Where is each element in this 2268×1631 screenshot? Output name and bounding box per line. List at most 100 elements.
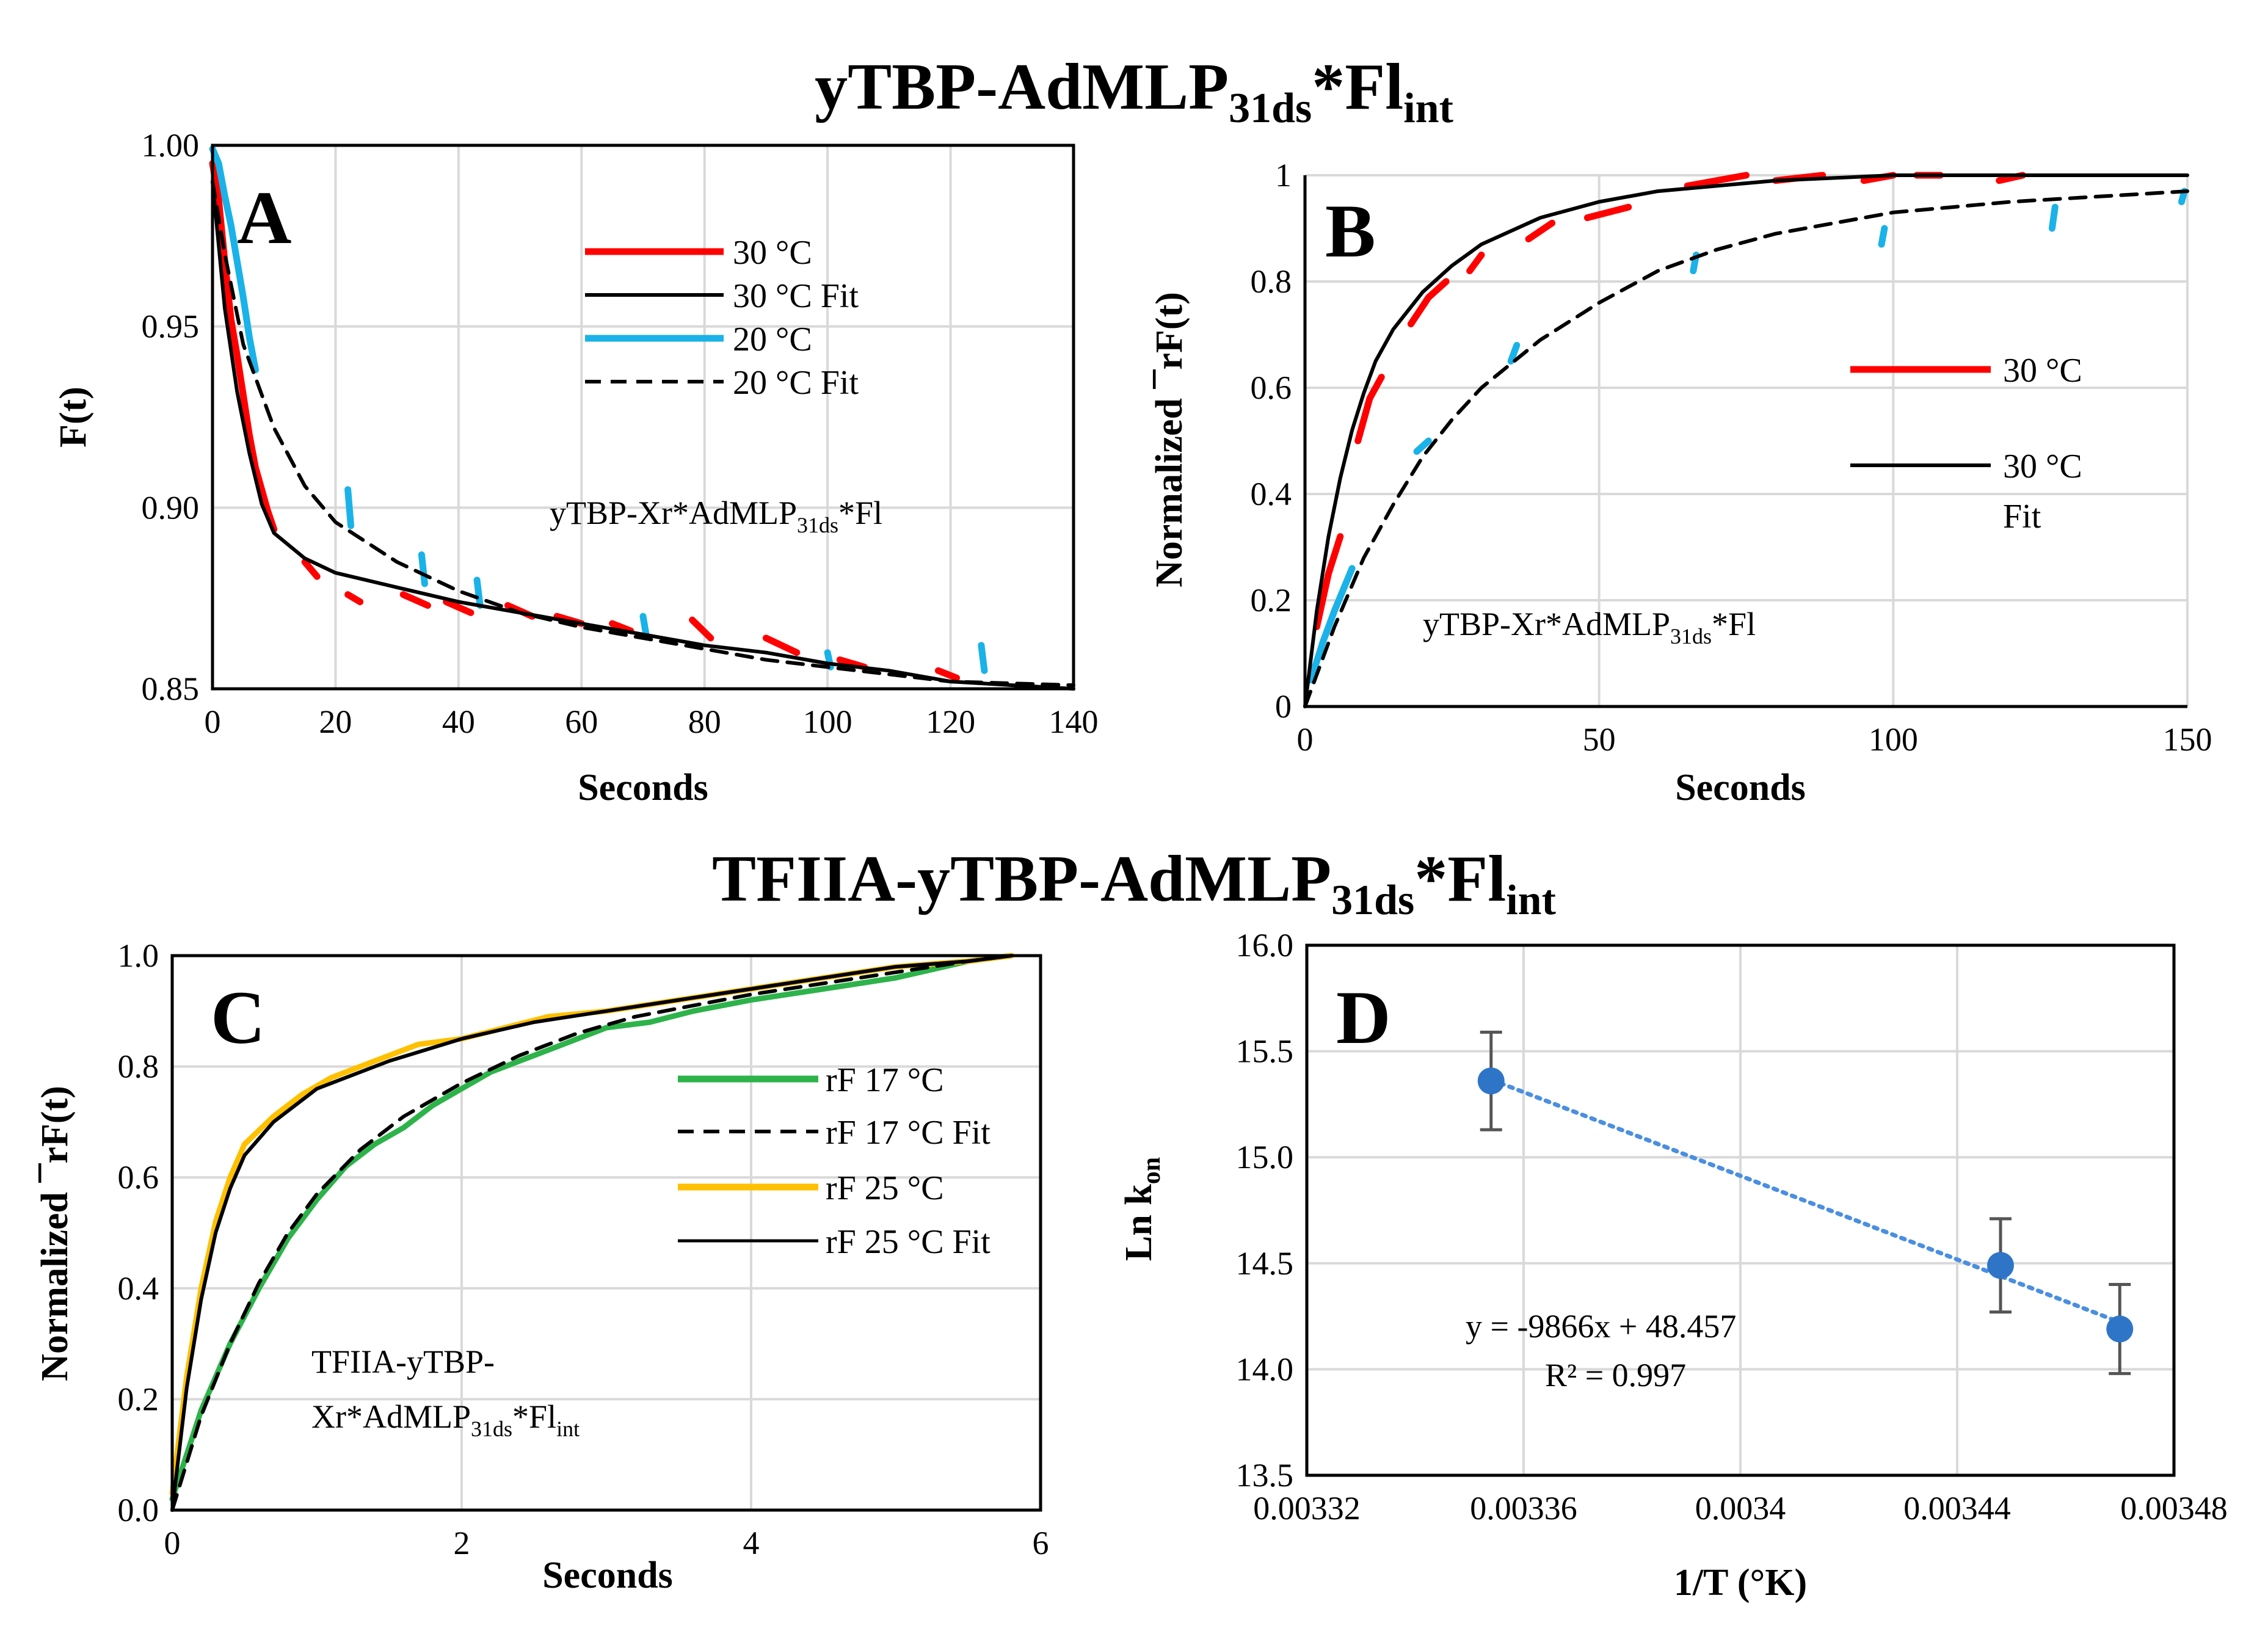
panel-d-x-tick-label: 0.0034 [1695,1490,1786,1527]
panel-d-trendline [1489,1077,2122,1324]
panel-c-y-tick-label: 0.0 [118,1492,159,1528]
top-figure-title: yTBP-AdMLP31ds*Flint [815,51,1453,132]
panel-a-x-tick-label: 60 [565,703,598,740]
panel-a-series-blue-segment [978,642,988,674]
bottom-title-sub: 31ds [1331,877,1414,924]
panel-b-chart: 0 50 100 150 0 0.2 0.4 0.6 0.8 1 B Seconds Normal… [1149,157,2212,808]
panel-b-y-tick-label: 0.2 [1251,582,1292,619]
panel-a-plot-frame [211,143,1075,691]
panel-c-annotation-line2: Xr*AdMLP31ds*Flint [311,1398,580,1441]
panel-a-annotation-post: *Fl [838,495,882,531]
panel-a-series-black-solid-line [211,180,1075,691]
panel-d-y-tick-label: 14.5 [1236,1245,1294,1282]
panel-d-x-tick-label: 0.00332 [1253,1490,1361,1527]
panel-b-y-axis-title: Normalized ¯rF(t) [1149,292,1190,587]
panel-a-series-red-segment [689,616,714,642]
panel-a-series-blue-segment [418,551,428,587]
panel-a-annotation: yTBP-Xr*AdMLP31ds*Fl [550,495,882,537]
panel-c-x-tick-label: 2 [454,1525,470,1561]
panel-d-equation: y = -9866x + 48.457 [1466,1308,1736,1345]
panel-a-y-axis-title: F(t) [53,387,94,448]
panel-d-y-axis-title-sub: on [1138,1157,1166,1184]
panel-d-y-tick-label: 13.5 [1236,1457,1294,1494]
panel-b-series-red-segment [1313,533,1344,630]
panel-b-series-blue-segment [1413,437,1432,455]
panel-b-x-tick-label: 0 [1297,721,1314,758]
panel-a-series-red-segment [301,558,321,580]
panel-d-letter: D [1336,976,1391,1059]
panel-a-legend-label-20-fit: 20 °C Fit [733,364,859,402]
panel-d-x-tick-label: 0.00336 [1470,1490,1577,1527]
panel-d-chart: 0.00332 0.00336 0.0034 0.00344 0.00348 13.5 14… [1118,927,2228,1604]
panel-a-letter: A [237,176,292,260]
panel-a-x-axis-title: Seconds [578,767,708,808]
panel-b-annotation: yTBP-Xr*AdMLP31ds*Fl [1423,606,1756,648]
panel-a-series-black-dashed-line [211,180,1075,688]
panel-c-annotation-line2-sub: 31ds [471,1417,512,1441]
panel-c-series-black-dashed-line [170,954,1014,1512]
panel-b-annotation-pre: yTBP-Xr*AdMLP [1423,606,1670,642]
panel-b-y-tick-label: 0.4 [1251,476,1292,512]
panel-a-series-blue-segment [639,612,650,638]
panel-b-series-red-segment [1466,252,1485,275]
panel-b-series-blue-segment [1878,225,1888,248]
panel-b-y-tick-label: 0.8 [1251,263,1292,300]
top-title-tail-sub: int [1403,85,1453,132]
panel-b-x-tick-label: 50 [1583,721,1616,758]
panel-b-annotation-sub: 31ds [1670,624,1712,648]
panel-a-legend-label-20: 20 °C [733,321,812,358]
panel-c-y-tick-label: 0.2 [118,1381,159,1417]
panel-d-data-point [1477,1067,1505,1095]
bottom-title-tail-sub: int [1506,877,1556,924]
panel-c-y-axis-title: Normalized ¯rF(t) [34,1086,76,1381]
panel-c-annotation-line2-pre: Xr*AdMLP [311,1398,471,1435]
panel-a-series-red-segment [399,591,431,609]
panel-c-series-green-line [169,953,1015,1502]
panel-c-plot-frame [170,954,1042,1512]
panel-b-letter: B [1325,189,1376,273]
panel-b-y-tick-label: 0 [1275,688,1292,725]
panel-b-series-red-segment [1684,172,1750,189]
top-title-tail: *Fl [1312,51,1403,123]
panel-a-legend-label-30: 30 °C [733,234,812,272]
panel-b-legend-label-fit: Fit [2003,498,2041,536]
panel-c-annotation-line2-post: *Fl [512,1398,556,1435]
panel-a-series-red-segment [609,620,634,634]
panel-b-y-tick-label: 1 [1275,157,1292,194]
panel-c-chart: 0 2 4 6 0.0 0.2 0.4 0.6 0.8 1.0 C Seconds Normali… [34,937,1049,1596]
panel-c-y-tick-label: 0.4 [118,1270,159,1307]
panel-a-series-red-segment [344,591,364,606]
panel-a-x-tick-label: 0 [205,703,221,740]
panel-b-series-blue-segment [2048,203,2059,232]
panel-d-y-axis-title: Ln kon [1118,1157,1166,1261]
panel-a-x-tick-label: 120 [926,703,975,740]
panel-d-plot-frame [1305,943,2176,1477]
panel-d-y-tick-label: 15.0 [1236,1139,1294,1175]
panel-d-y-tick-label: 14.0 [1236,1351,1294,1387]
bottom-title-tail: *Fl [1414,843,1506,915]
panel-c-letter: C [211,976,266,1059]
panel-c-legend-label-17: rF 17 °C [826,1061,944,1099]
bottom-title-main: TFIIA-yTBP-AdMLP [712,843,1331,915]
panel-d-r-squared: R² = 0.997 [1545,1357,1686,1393]
panel-c-x-tick-label: 0 [164,1525,181,1561]
panel-a-series-blue-segment [473,576,484,609]
panel-c-x-tick-label: 6 [1033,1525,1049,1561]
panel-c-legend: rF 17 °C rF 17 °C Fit rF 25 °C rF 25 °C … [678,1061,990,1261]
panel-a-x-tick-label: 40 [442,703,475,740]
panel-b-series-black-solid-line [1303,173,2189,708]
panel-d-y-tick-label: 15.5 [1236,1033,1294,1070]
panel-d-y-tick-label: 16.0 [1236,927,1294,964]
panel-a-series-blue-line [209,145,259,374]
panel-b-legend-label-30-fit: 30 °C [2003,448,2082,485]
panel-c-legend-label-25: rF 25 °C [826,1169,944,1207]
panel-b-series-black-dashed-line [1303,189,2189,708]
panel-a-series-red-segment [443,598,474,616]
panel-a-x-tick-label: 20 [319,703,352,740]
panel-a-x-tick-label: 100 [803,703,852,740]
top-title-sub: 31ds [1229,85,1312,132]
panel-b-legend: 30 °C 30 °C Fit [1850,352,2082,536]
panel-c-x-tick-label: 4 [743,1525,760,1561]
panel-a-x-tick-label: 80 [688,703,721,740]
